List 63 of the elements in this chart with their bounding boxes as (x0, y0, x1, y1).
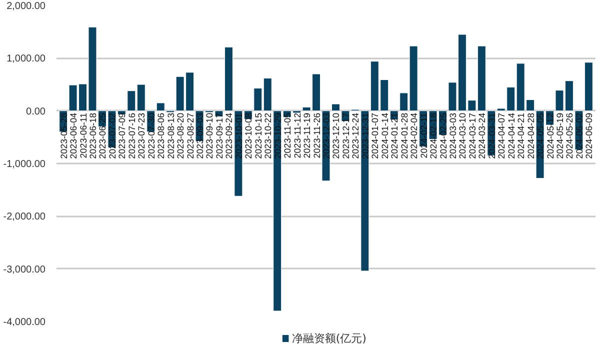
x-tick-label: 2023-08-27 (185, 112, 196, 159)
x-tick-label: 2023-12-03 (322, 112, 332, 159)
x-tick-label: 2024-03-10 (458, 112, 468, 159)
x-tick-label: 2023-12-24 (350, 112, 361, 159)
x-tick-label: 2023-12-10 (331, 112, 342, 159)
x-tick-label: 2023-09-10 (204, 112, 215, 159)
x-tick-label: 2024-04-28 (526, 112, 536, 159)
x-tick-label: 2024-03-17 (467, 112, 478, 159)
x-tick-label: 2024-06-02 (574, 112, 584, 159)
x-tick-label: 2023-09-03 (195, 112, 206, 159)
y-tick-label: -1,000.00 (3, 159, 46, 170)
x-tick-label: 2024-02-25 (438, 112, 448, 159)
x-tick-label: 2024-05-12 (545, 112, 556, 159)
x-tick-label: 2023-08-13 (166, 112, 176, 159)
x-tick-label: 2023-10-08 (244, 112, 254, 159)
x-tick-label: 2023-05-28 (58, 112, 69, 159)
x-tick-label: 2023-06-11 (78, 112, 88, 158)
x-tick-label: 2024-05-19 (555, 112, 565, 159)
x-tick-label: 2023-11-26 (312, 112, 322, 158)
x-tick-label: 2024-02-18 (428, 112, 439, 159)
x-tick-label: 2024-01-21 (390, 112, 400, 159)
x-tick-label: 2023-08-20 (176, 112, 186, 159)
x-tick-label: 2024-02-11 (418, 112, 429, 158)
y-tick-label: 1,000.00 (6, 54, 46, 65)
y-tick-label: 0.00 (26, 106, 46, 118)
x-tick-label: 2024-05-05 (536, 112, 546, 159)
x-tick-label: 2024-02-04 (409, 112, 420, 159)
x-tick-label: 2023-07-30 (146, 112, 156, 159)
x-tick-label: 2023-06-25 (98, 112, 108, 159)
x-tick-label: 2024-04-07 (496, 112, 507, 159)
x-tick-label: 2024-03-31 (486, 112, 497, 159)
x-tick-label: 2023-10-22 (263, 112, 274, 159)
x-tick-label: 2023-11-12 (292, 112, 302, 158)
x-tick-label: 2024-05-26 (564, 112, 575, 159)
y-tick-label: -4,000.00 (3, 317, 46, 328)
x-tick-label: 2024-03-24 (477, 112, 488, 159)
x-tick-label: 2024-03-03 (448, 112, 458, 159)
x-tick-label: 2024-06-09 (584, 112, 594, 159)
x-tick-label: 2024-04-21 (516, 112, 526, 159)
x-tick-label: 2024-04-14 (506, 112, 516, 159)
x-tick-label: 2023-07-23 (136, 112, 147, 159)
x-tick-label: 2024-01-28 (399, 112, 410, 159)
x-tick-label: 2023-12-31 (360, 112, 370, 159)
x-tick-label: 2023-11-05 (282, 112, 293, 158)
x-tick-label: 2023-10-15 (253, 112, 264, 159)
x-tick-label: 2023-08-06 (156, 112, 166, 159)
y-tick-label: 2,000.00 (6, 1, 46, 12)
y-tick-label: -3,000.00 (3, 264, 46, 276)
x-tick-label: 2023-10-29 (272, 112, 283, 159)
legend-label: 净融资额(亿元) (292, 332, 366, 345)
x-tick-label: 2023-06-04 (68, 112, 79, 159)
x-tick-label: 2023-10-01 (234, 112, 244, 159)
x-tick-label: 2023-09-24 (224, 112, 234, 159)
x-tick-label: 2023-07-16 (126, 112, 137, 159)
y-tick-label: -2,000.00 (3, 212, 46, 223)
x-tick-label: 2023-12-17 (340, 112, 351, 159)
x-tick-label: 2023-07-02 (107, 112, 118, 159)
x-tick-label: 2023-09-17 (214, 112, 224, 159)
x-tick-label: 2024-01-07 (370, 112, 380, 159)
x-tick-label: 2024-01-14 (380, 112, 390, 159)
x-tick-label: 2023-07-09 (117, 112, 128, 159)
x-tick-label: 2023-06-18 (88, 112, 98, 159)
x-tick-label: 2023-11-19 (302, 112, 312, 158)
